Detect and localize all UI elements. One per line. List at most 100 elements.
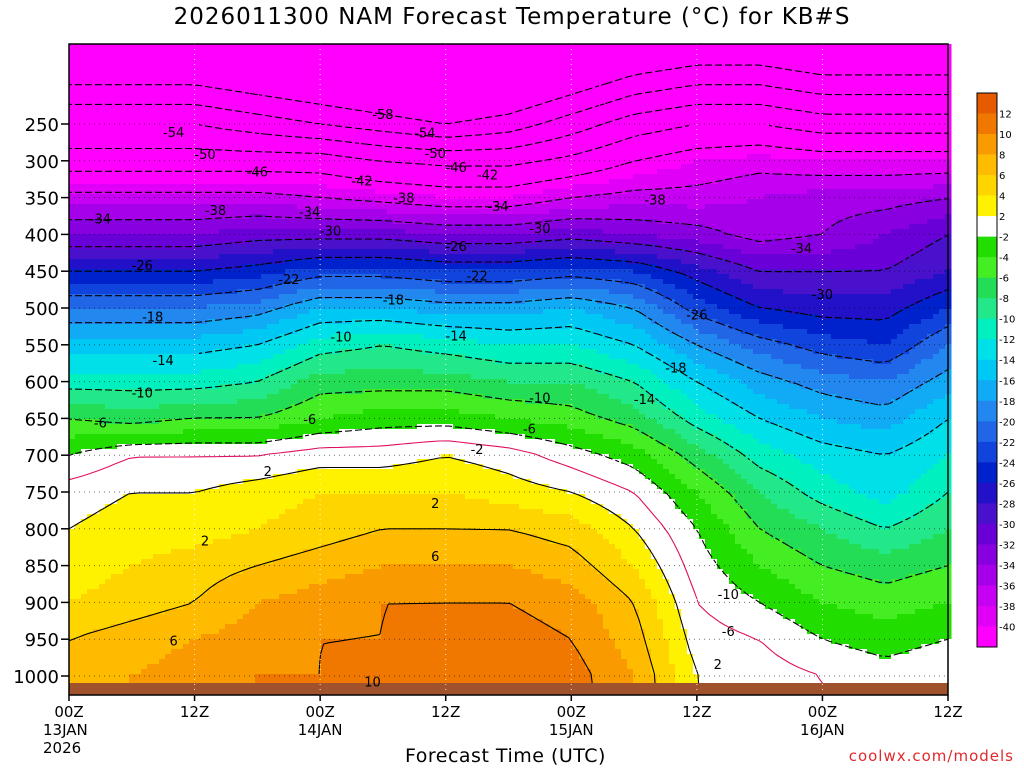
temperature-cell (561, 99, 568, 105)
temperature-cell (909, 79, 916, 85)
temperature-cell (309, 129, 316, 135)
temperature-cell (189, 144, 196, 150)
temperature-cell (105, 139, 112, 145)
temperature-cell (771, 119, 778, 125)
temperature-cell (861, 54, 868, 60)
temperature-cell (813, 149, 820, 155)
temperature-cell (333, 89, 340, 95)
temperature-cell (471, 164, 478, 170)
temperature-cell (585, 174, 592, 180)
temperature-cell (717, 119, 724, 125)
temperature-cell (105, 194, 112, 200)
temperature-cell (105, 104, 112, 110)
temperature-cell (675, 49, 682, 55)
temperature-cell (549, 199, 556, 205)
temperature-cell (591, 69, 598, 75)
temperature-cell (585, 184, 592, 190)
temperature-cell (441, 174, 448, 180)
temperature-cell (309, 59, 316, 65)
temperature-cell (609, 124, 616, 130)
temperature-cell (747, 174, 754, 180)
temperature-cell (651, 129, 658, 135)
temperature-cell (237, 184, 244, 190)
temperature-cell (207, 44, 214, 50)
temperature-cell (717, 59, 724, 65)
temperature-cell (669, 204, 676, 210)
temperature-cell (171, 44, 178, 50)
temperature-cell (705, 64, 712, 70)
temperature-cell (501, 154, 508, 160)
temperature-cell (651, 179, 658, 185)
temperature-cell (693, 189, 700, 195)
temperature-cell (309, 109, 316, 115)
temperature-cell (735, 59, 742, 65)
temperature-cell (651, 94, 658, 100)
temperature-cell (399, 124, 406, 130)
temperature-cell (453, 104, 460, 110)
temperature-cell (195, 124, 202, 130)
temperature-cell (939, 104, 946, 110)
temperature-cell (87, 164, 94, 170)
temperature-cell (159, 74, 166, 80)
temperature-cell (387, 139, 394, 145)
temperature-cell (711, 114, 718, 120)
temperature-cell (813, 49, 820, 55)
temperature-cell (201, 194, 208, 200)
temperature-cell (693, 149, 700, 155)
temperature-cell (939, 79, 946, 85)
temperature-cell (777, 54, 784, 60)
temperature-cell (741, 79, 748, 85)
temperature-cell (99, 64, 106, 70)
temperature-cell (267, 144, 274, 150)
temperature-cell (87, 129, 94, 135)
temperature-cell (135, 79, 142, 85)
temperature-cell (297, 94, 304, 100)
temperature-cell (75, 74, 82, 80)
temperature-cell (555, 199, 562, 205)
temperature-cell (705, 194, 712, 200)
temperature-cell (783, 119, 790, 125)
temperature-cell (111, 174, 118, 180)
temperature-cell (147, 109, 154, 115)
temperature-cell (549, 134, 556, 140)
temperature-cell (447, 44, 454, 50)
temperature-cell (213, 64, 220, 70)
temperature-cell (111, 129, 118, 135)
temperature-cell (687, 69, 694, 75)
temperature-cell (645, 84, 652, 90)
temperature-cell (339, 149, 346, 155)
temperature-cell (171, 134, 178, 140)
temperature-cell (219, 139, 226, 145)
temperature-cell (369, 139, 376, 145)
temperature-cell (87, 144, 94, 150)
temperature-cell (231, 134, 238, 140)
temperature-cell (363, 44, 370, 50)
temperature-cell (495, 164, 502, 170)
temperature-cell (645, 124, 652, 130)
temperature-cell (735, 109, 742, 115)
temperature-cell (699, 79, 706, 85)
temperature-cell (189, 99, 196, 105)
temperature-cell (201, 129, 208, 135)
temperature-cell (249, 54, 256, 60)
temperature-cell (921, 99, 928, 105)
temperature-cell (477, 189, 484, 195)
temperature-cell (741, 59, 748, 65)
temperature-cell (99, 119, 106, 125)
temperature-cell (153, 69, 160, 75)
temperature-cell (219, 69, 226, 75)
temperature-cell (567, 124, 574, 130)
temperature-cell (393, 199, 400, 205)
temperature-cell (687, 134, 694, 140)
temperature-cell (459, 114, 466, 120)
temperature-cell (819, 154, 826, 160)
temperature-cell (633, 159, 640, 165)
temperature-cell (183, 149, 190, 155)
temperature-cell (465, 79, 472, 85)
temperature-cell (579, 204, 586, 210)
temperature-cell (327, 119, 334, 125)
temperature-cell (741, 119, 748, 125)
temperature-cell (831, 124, 838, 130)
temperature-cell (771, 104, 778, 110)
temperature-cell (609, 59, 616, 65)
